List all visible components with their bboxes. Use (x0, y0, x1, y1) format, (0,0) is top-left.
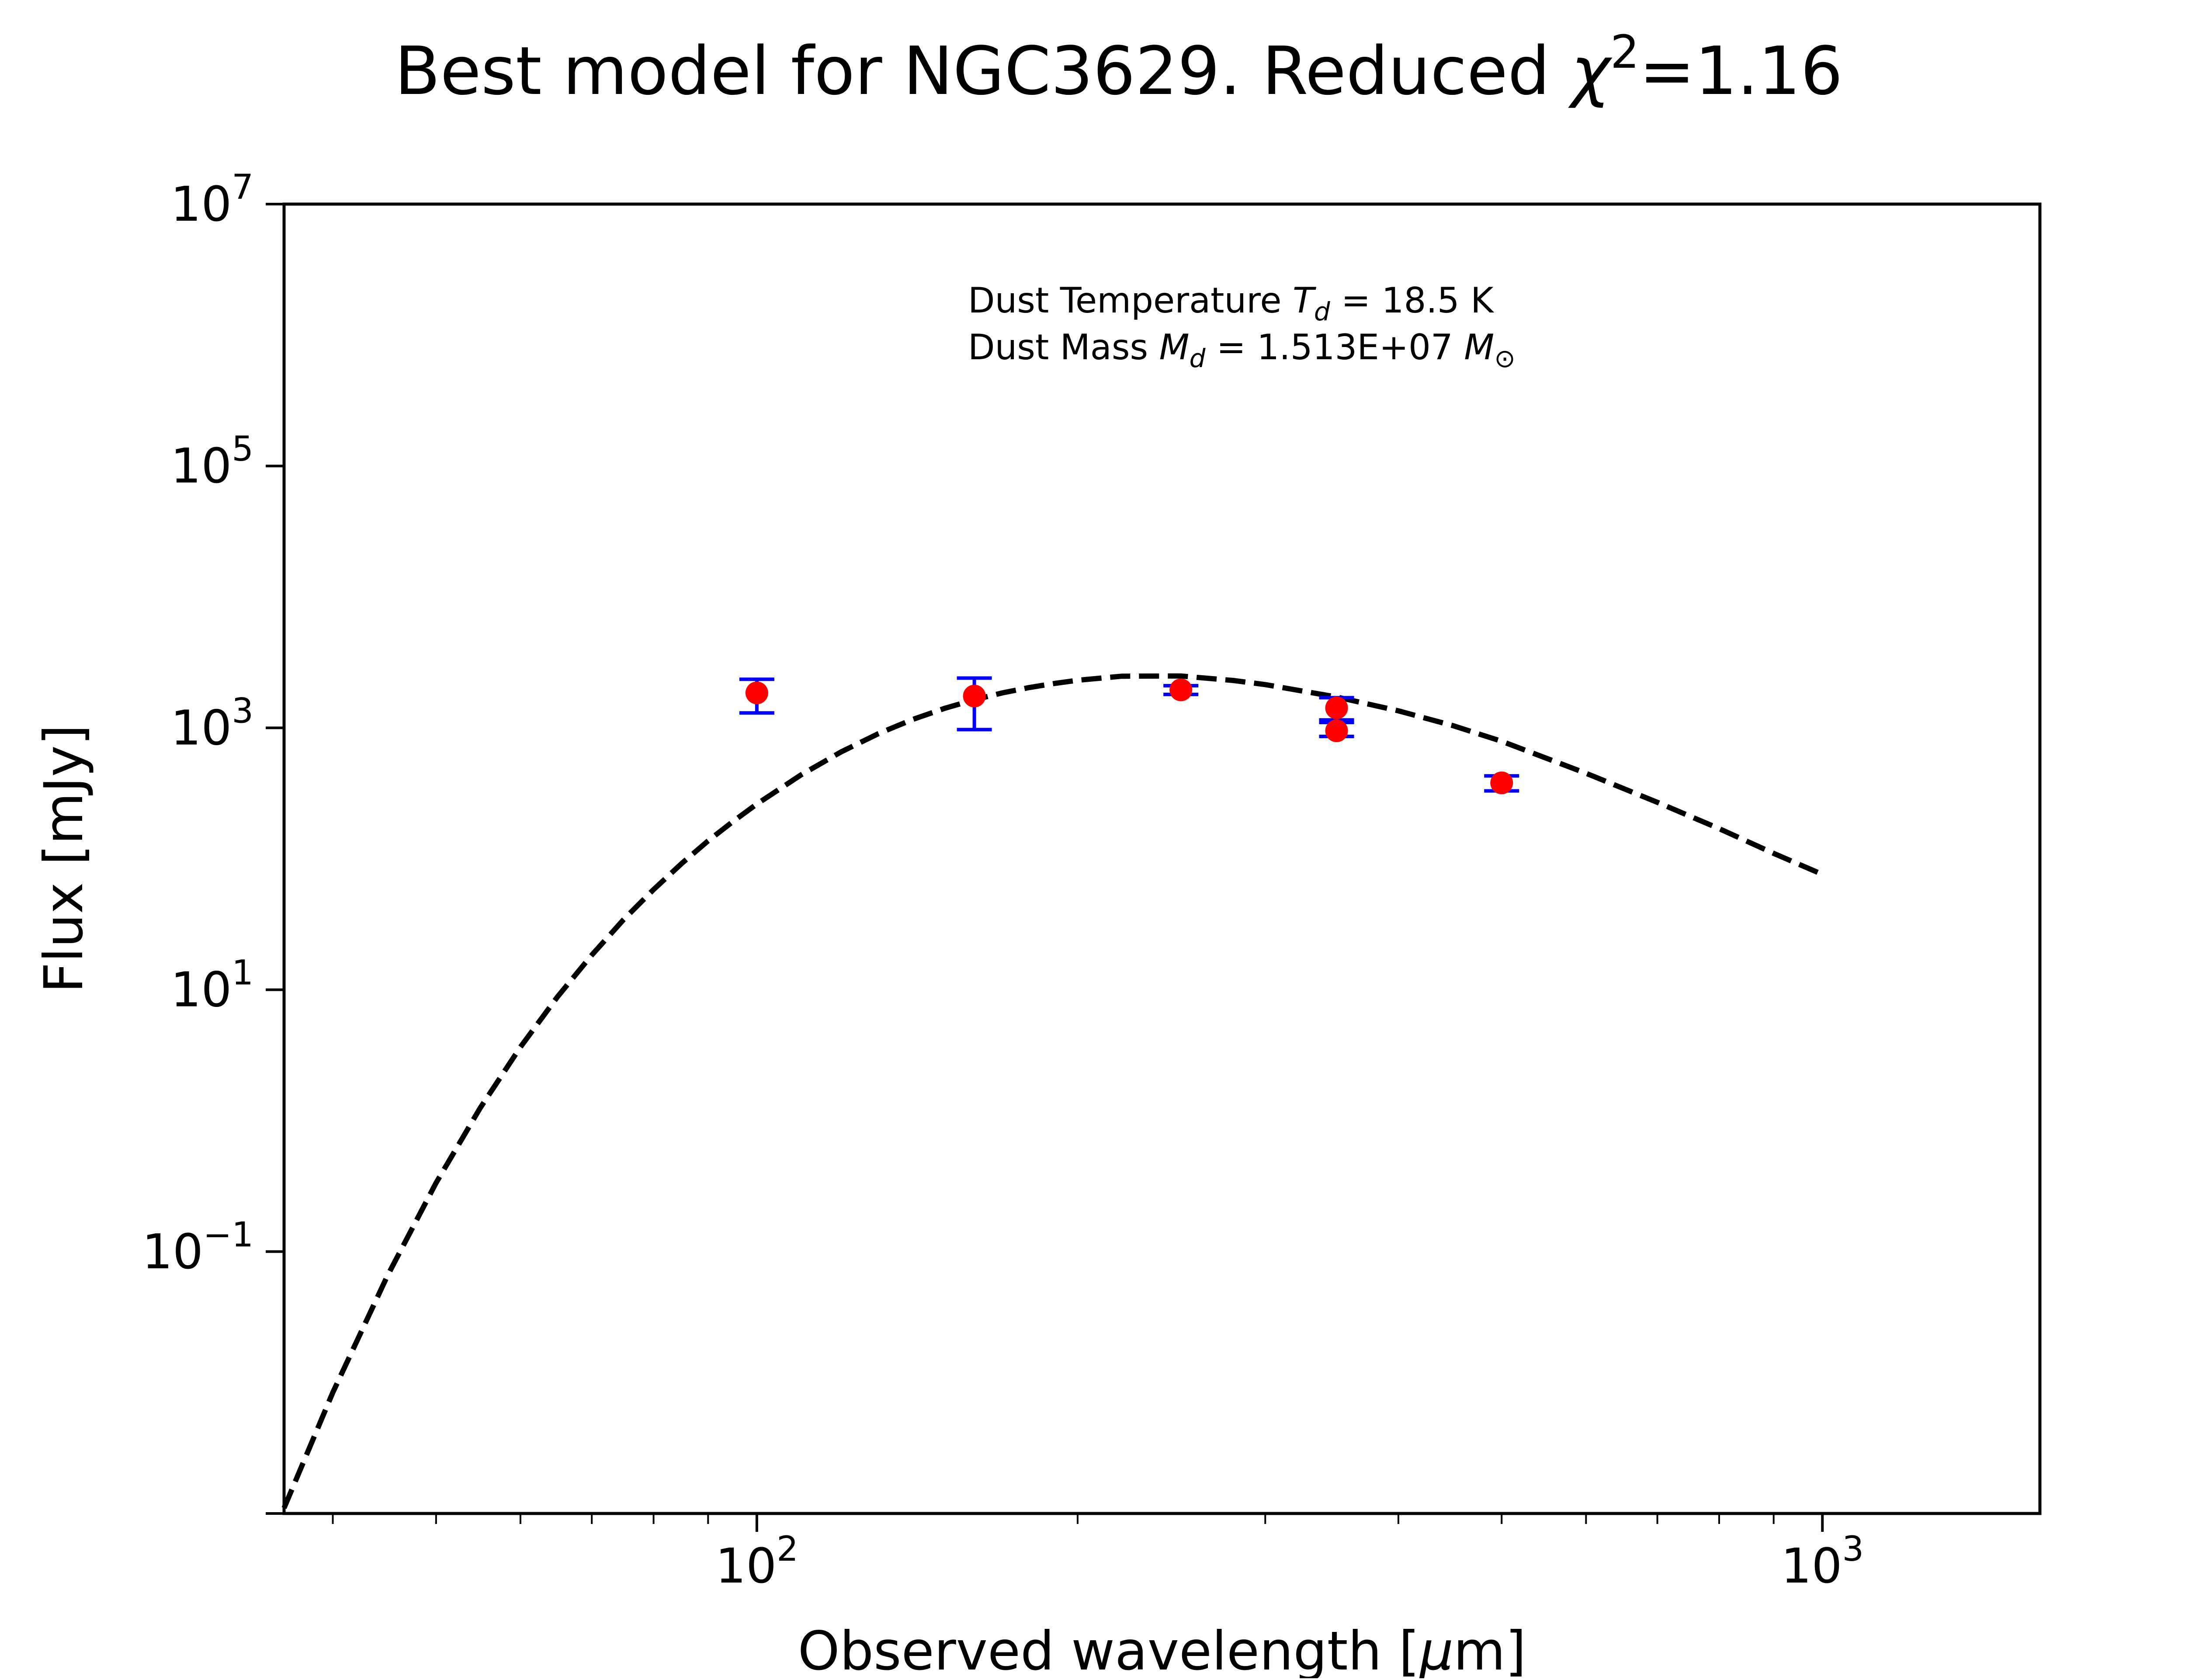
dust-mass-subscript: d (1190, 344, 1206, 373)
dust-temperature-annotation: Dust Temperature Td = 18.5 K (968, 280, 1495, 326)
dust-temperature-subscript: d (1314, 297, 1331, 326)
data-point (1325, 719, 1348, 743)
title-superscript: 2 (1610, 25, 1639, 79)
data-point (1490, 771, 1513, 795)
chart-title: Best model for NGC3629. Reduced χ2=1.16 (395, 25, 1843, 110)
x-tick-base: 10 (1781, 1538, 1842, 1594)
x-tick-label: 102 (715, 1530, 798, 1594)
marker-layer (745, 678, 1513, 795)
y-axis-label: Flux [mJy] (33, 725, 95, 993)
y-tick-base: 10 (170, 176, 232, 232)
dust-temperature-value: = 18.5 K (1330, 280, 1495, 321)
x-axis-label: Observed wavelength [μm] (798, 1620, 1526, 1678)
title-prefix: Best model for NGC3629. Reduced (395, 32, 1571, 110)
x-tick-exponent: 2 (777, 1530, 798, 1569)
data-point (963, 684, 986, 708)
x-tick-exponent: 3 (1842, 1530, 1864, 1569)
dust-temperature-label: Dust Temperature (968, 280, 1293, 321)
y-tick-label: 107 (170, 168, 253, 232)
dust-mass-value: = 1.513E+07 (1205, 327, 1464, 368)
y-tick-base: 10 (142, 1224, 203, 1280)
dust-mass-label: Dust Mass (968, 327, 1159, 368)
title-chi-symbol: χ (1568, 32, 1613, 110)
data-point (1169, 678, 1193, 701)
dust-mass-symbol: M (1159, 327, 1190, 368)
plot-frame (282, 202, 2042, 1515)
solar-mass-symbol: M (1464, 327, 1494, 368)
x-tick-base: 10 (715, 1538, 777, 1594)
x-axis-ticks: 102 103 (332, 1513, 1864, 1594)
x-axis-label-unit: m] (1453, 1620, 1526, 1678)
y-tick-exponent: 3 (232, 691, 253, 731)
y-tick-exponent: 1 (232, 954, 253, 993)
y-tick-base: 10 (170, 962, 232, 1018)
x-tick-label: 103 (1781, 1530, 1864, 1594)
errorbar-layer (739, 676, 1519, 793)
dust-temperature-symbol: T (1293, 280, 1317, 321)
x-axis-label-mu: μ (1419, 1620, 1453, 1678)
data-point (745, 681, 768, 705)
y-tick-exponent: 5 (232, 430, 253, 469)
data-point (1325, 696, 1348, 719)
y-tick-label: 103 (170, 691, 253, 756)
dust-mass-annotation: Dust Mass Md = 1.513E+07 M⊙ (968, 327, 1516, 373)
y-tick-label: 10−1 (142, 1215, 253, 1280)
x-axis-label-text: Observed wavelength [ (798, 1620, 1420, 1678)
model-curve (281, 673, 1824, 1509)
y-tick-base: 10 (170, 438, 232, 494)
y-tick-base: 10 (170, 700, 232, 756)
title-suffix: =1.16 (1639, 32, 1843, 110)
y-tick-exponent: 7 (232, 168, 253, 207)
model-layer (281, 673, 1824, 1509)
y-tick-exponent: −1 (203, 1215, 253, 1255)
y-tick-label: 101 (170, 954, 253, 1018)
y-tick-label: 105 (170, 430, 253, 494)
solar-mass-subscript: ⊙ (1494, 344, 1516, 373)
